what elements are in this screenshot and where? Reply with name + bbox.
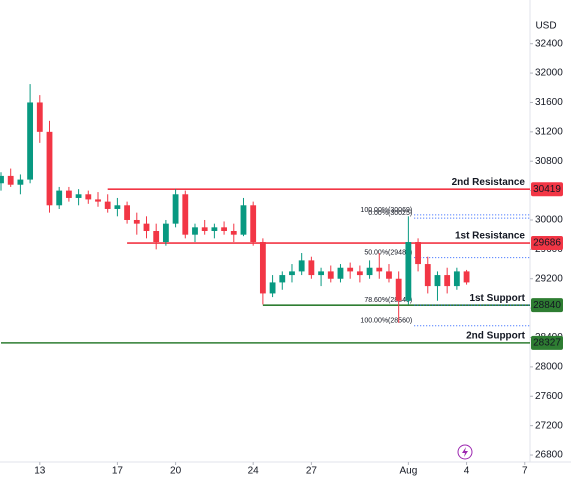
fib-label: 50.00%(29487) <box>364 250 412 257</box>
y-tick-label: 26800 <box>535 450 563 461</box>
candle-body <box>65 190 72 198</box>
candle-body <box>298 260 305 272</box>
candle-body <box>95 199 101 202</box>
level-name: 1st Resistance <box>455 231 525 242</box>
candle-body <box>7 175 14 185</box>
candle-body <box>259 242 266 294</box>
level-name: 2nd Support <box>466 331 526 342</box>
level-value: 30419 <box>533 184 561 195</box>
x-tick-label: 24 <box>248 466 260 477</box>
candle-body <box>75 194 82 198</box>
candle-body <box>104 201 111 209</box>
candle-body <box>114 205 121 209</box>
candle-body <box>308 260 315 276</box>
candle-body <box>192 227 198 235</box>
level-name: 2nd Resistance <box>452 177 526 188</box>
event-icon-bolt <box>462 447 468 457</box>
candle-body <box>85 194 92 200</box>
y-tick-label: 27200 <box>535 420 563 431</box>
x-tick-label: 17 <box>112 466 124 477</box>
candle-body <box>0 175 4 184</box>
candle-body <box>211 227 218 231</box>
candle-body <box>172 194 179 224</box>
candle-body <box>289 271 295 276</box>
y-tick-label: 31200 <box>535 126 563 137</box>
candle-body <box>405 242 412 301</box>
candle-body <box>201 227 208 231</box>
level-value: 28840 <box>533 300 561 311</box>
candle-body <box>27 102 34 180</box>
candle-body <box>395 278 402 301</box>
x-tick-label: 4 <box>464 466 470 477</box>
currency: USD <box>535 21 556 32</box>
candle-body <box>444 275 451 287</box>
candle-body <box>463 271 470 283</box>
candle-body <box>318 271 324 276</box>
fib-label: 78.60%(28840) <box>364 297 412 304</box>
level-value: 29686 <box>533 238 561 249</box>
candle-body <box>356 271 363 276</box>
candle-body <box>182 194 189 235</box>
level-tag <box>531 335 563 350</box>
candle-body <box>17 179 24 185</box>
candle-body <box>376 267 383 272</box>
x-tick-label: 27 <box>306 466 318 477</box>
level-value: 28327 <box>533 338 561 349</box>
candle-body <box>153 231 160 243</box>
y-tick-label: 32000 <box>535 68 563 79</box>
candle-body <box>453 271 460 287</box>
x-tick-label: 13 <box>34 466 46 477</box>
candle-body <box>124 205 131 220</box>
fib-label: 0.00%(30025) <box>368 210 412 217</box>
candle-body <box>424 264 431 287</box>
candle-body <box>269 282 276 294</box>
x-tick-label: Aug <box>399 466 417 477</box>
candle-body <box>36 102 43 132</box>
candle-body <box>221 227 227 231</box>
y-tick-label: 30000 <box>535 215 563 226</box>
x-tick-label: 7 <box>522 466 528 477</box>
candle-body <box>46 131 53 206</box>
candle-body <box>133 219 140 224</box>
y-tick-label: 27600 <box>535 391 563 402</box>
level-tag <box>531 298 563 313</box>
candle-body <box>327 271 334 279</box>
y-tick-label: 29200 <box>535 273 563 284</box>
candle-body <box>143 223 150 231</box>
level-tag <box>531 236 563 251</box>
candle-body <box>347 267 354 272</box>
y-tick-label: 31600 <box>535 97 563 108</box>
candle-body <box>56 190 63 206</box>
fib-label: 100.00%(30069) <box>360 207 412 214</box>
candle-body <box>337 267 344 279</box>
candle-body <box>230 231 237 235</box>
y-tick-label: 30800 <box>535 156 563 167</box>
candle-body <box>434 275 441 287</box>
x-tick-label: 20 <box>170 466 182 477</box>
y-tick-label: 32400 <box>535 38 563 49</box>
candle-body <box>240 205 247 235</box>
candle-body <box>279 275 286 283</box>
level-tag <box>531 182 563 197</box>
candle-body <box>415 242 421 265</box>
fib-label: 100.00%(28560) <box>360 318 412 325</box>
candle-body <box>162 223 169 243</box>
candle-body <box>250 205 257 243</box>
level-name: 1st Support <box>469 293 525 304</box>
candle-body <box>366 267 373 276</box>
y-tick-label: 28000 <box>535 362 563 373</box>
candle-body <box>386 271 392 279</box>
